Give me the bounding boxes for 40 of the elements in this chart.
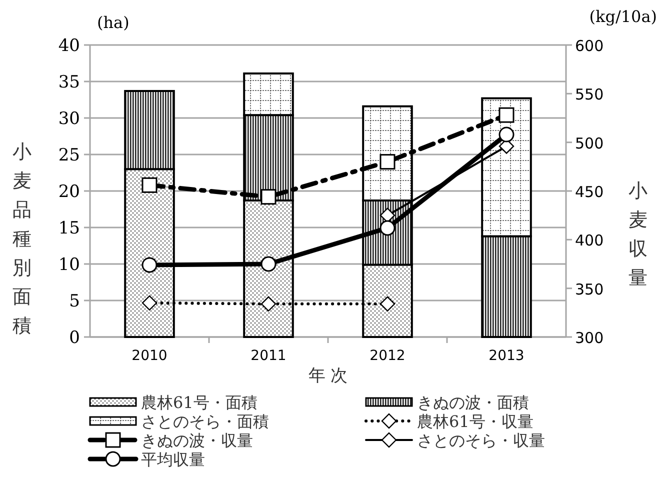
text: (ha) [97,13,130,32]
y-tick-label: 5 [69,292,80,312]
y2-tick-label: 400 [575,232,604,250]
legend-label: さとのそら・面積 [141,412,269,431]
x-tick-label: 2010 [132,348,168,364]
point [498,126,514,142]
y-tick-label: 40 [58,36,80,56]
legend-label: 農林61号・収量 [417,412,534,431]
y-tick-label: 20 [58,182,80,202]
point [498,107,514,123]
y2-tick-label: 300 [575,329,604,347]
point [142,177,158,193]
legend-label: 平均収量 [141,450,205,469]
y2-tick-label: 550 [575,86,604,104]
y2-tick-label: 450 [575,183,604,201]
legend-label: きぬの波・面積 [417,393,529,412]
y-axis-title: 小麦品種別面積 [12,141,32,337]
x-axis-title: 年 次 [308,366,348,386]
y2-tick-label: 600 [575,37,604,55]
x-tick-label: 2013 [488,348,524,364]
point [142,257,158,273]
legend-label: 農林61号・面積 [141,393,258,412]
y2-tick-label: 350 [575,280,604,298]
y-tick-label: 30 [58,109,80,129]
point [260,256,276,272]
legend-label: きぬの波・収量 [141,431,253,450]
point [380,154,396,170]
x-tick-label: 2012 [370,348,406,364]
y2-tick-label: 500 [575,134,604,152]
point [260,189,276,205]
legend-label: さとのそら・収量 [417,431,545,450]
y-tick-label: 15 [58,218,80,238]
y2-axis-title: 小麦収量 [628,180,648,289]
y-tick-label: 35 [58,72,80,92]
y-tick-label: 25 [58,146,80,166]
y-tick-label: 10 [58,255,80,275]
text: (kg/10a) [589,7,657,26]
x-tick-label: 2011 [250,348,286,364]
y-tick-label: 0 [69,328,80,348]
point [380,220,396,236]
